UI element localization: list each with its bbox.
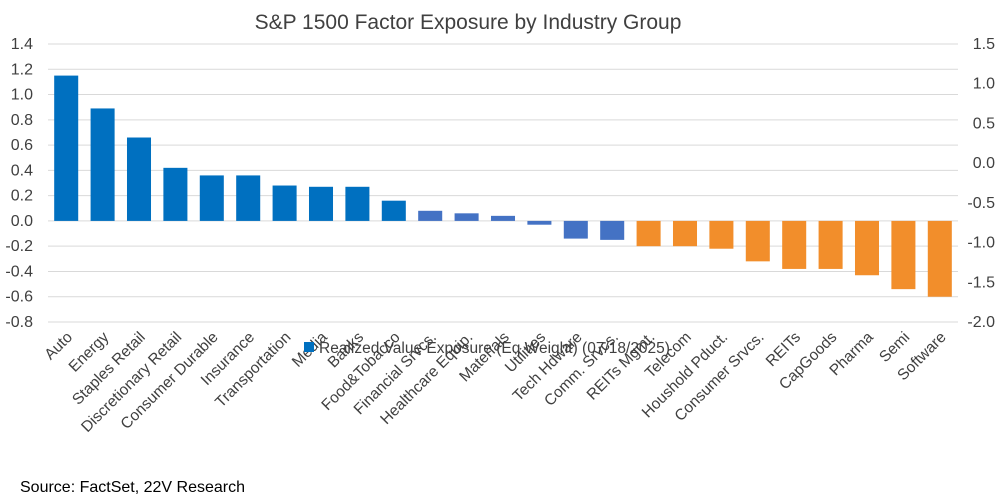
bar [600,220,625,240]
y-tick-label: 1.2 [11,61,33,78]
bar [891,220,916,290]
bar [54,75,79,221]
chart-title: S&P 1500 Factor Exposure by Industry Gro… [255,11,682,34]
bar [672,220,698,247]
y-tick-label: 0.2 [11,188,33,205]
bar [199,175,224,221]
source-note: Source: FactSet, 22V Research [20,479,245,496]
bar [527,220,552,225]
legend-label: Realized Value Exposure (Eq Weight) (07/… [319,340,670,357]
y2-tick-label: -1.0 [967,235,995,252]
y-tick-label: 0.8 [11,112,33,129]
y-axis-right: 1.5 1.0 0.5 0.0 -0.5 -1.0 -1.5 -2.0 [967,36,995,331]
bar [709,220,734,249]
bar [163,167,188,221]
bar [236,175,261,221]
bar [563,220,588,239]
bar [381,200,406,221]
y2-tick-label: 0.0 [973,155,995,172]
y-tick-label: 0.6 [11,137,33,154]
bar [927,220,952,297]
y2-tick-label: 1.0 [973,76,995,93]
bar [454,213,479,221]
y-tick-label: 1.4 [11,36,33,53]
y-tick-label: -0.2 [5,238,33,255]
bar [90,108,115,221]
bar [418,210,443,221]
legend: Realized Value Exposure (Eq Weight) (07/… [304,340,670,357]
legend-swatch [304,342,314,352]
y-tick-label: 1.0 [11,87,33,104]
y2-tick-label: 0.5 [973,115,995,132]
bars [54,75,952,297]
bar [745,220,770,262]
y-axis-left: 1.4 1.2 1.0 0.8 0.6 0.4 0.2 0.0 -0.2 -0.4 -0.6 -0.8 [5,36,33,331]
y-tick-label: 0.0 [11,213,33,230]
bar [782,220,807,269]
y2-tick-label: 1.5 [973,36,995,53]
y-tick-label: -0.6 [5,289,33,306]
bar [308,186,334,221]
bar [636,220,661,247]
bar [854,220,880,276]
bar [490,215,516,221]
y-tick-label: -0.8 [5,314,33,331]
y-tick-label: -0.4 [5,263,33,280]
y2-tick-label: -0.5 [967,195,995,212]
y-tick-label: 0.4 [11,162,33,179]
gridlines [48,43,958,323]
bar [272,185,297,221]
y2-tick-label: -2.0 [967,314,995,331]
y2-tick-label: -1.5 [967,274,995,291]
bar [345,186,370,221]
bar [126,137,152,221]
bar [818,220,843,269]
